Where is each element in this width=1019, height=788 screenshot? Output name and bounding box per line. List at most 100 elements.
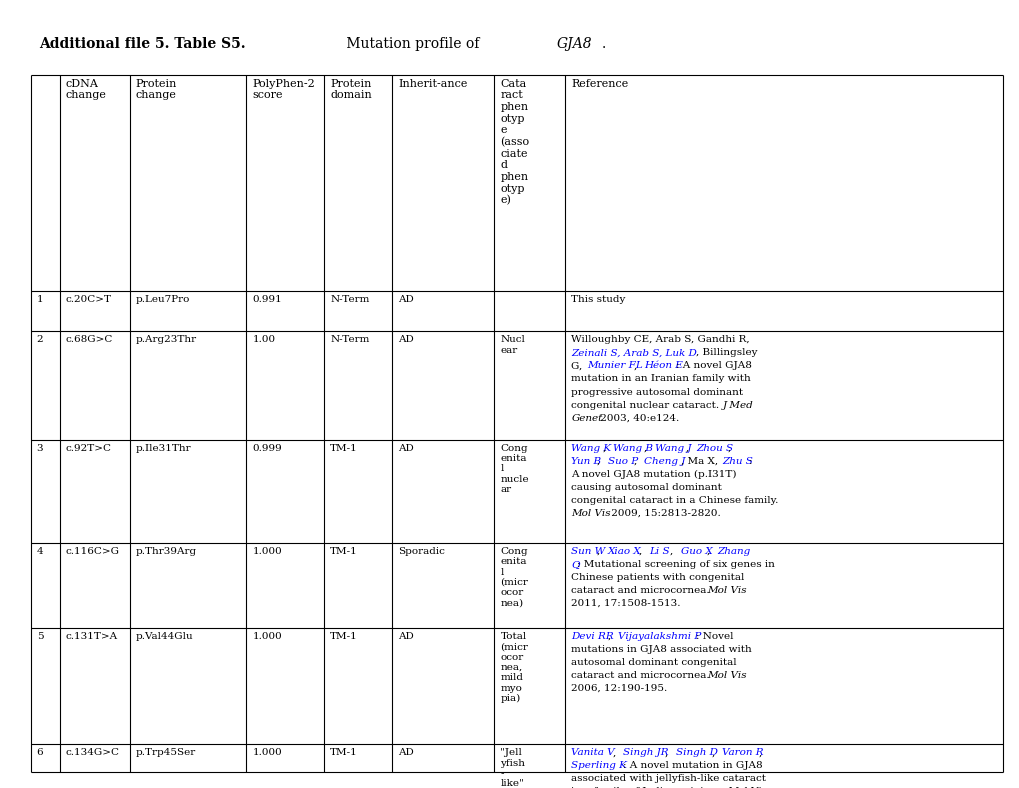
Text: p.Trp45Ser: p.Trp45Ser [136, 749, 196, 757]
Text: ,: , [727, 444, 731, 452]
Text: causing autosomal dominant: causing autosomal dominant [571, 482, 721, 492]
Text: ,: , [633, 456, 640, 466]
Text: AD: AD [398, 444, 414, 452]
Text: N-Term: N-Term [330, 336, 369, 344]
Text: c.92T>C: c.92T>C [66, 444, 112, 452]
Text: mutations in GJA8 associated with: mutations in GJA8 associated with [571, 645, 751, 654]
Text: Xiao X: Xiao X [607, 547, 641, 556]
Text: 0.991: 0.991 [253, 295, 282, 304]
Text: congenital nuclear cataract.: congenital nuclear cataract. [571, 400, 722, 410]
Text: ,: , [639, 547, 645, 556]
Text: Cong
enita
l
nucle
ar: Cong enita l nucle ar [500, 444, 529, 494]
Text: Zhang: Zhang [716, 547, 750, 556]
Text: Protein
domain: Protein domain [330, 79, 372, 100]
Text: 2011, 17:1508-1513.: 2011, 17:1508-1513. [571, 599, 681, 608]
Text: 2: 2 [37, 336, 43, 344]
Text: : A novel mutation in GJA8: : A novel mutation in GJA8 [623, 761, 762, 771]
Text: 5: 5 [37, 632, 43, 641]
Text: cDNA
change: cDNA change [66, 79, 107, 100]
Text: Wang K: Wang K [571, 444, 610, 452]
Text: p.Ile31Thr: p.Ile31Thr [136, 444, 192, 452]
Text: p.Leu7Pro: p.Leu7Pro [136, 295, 191, 304]
Text: congenital cataract in a Chinese family.: congenital cataract in a Chinese family. [571, 496, 777, 504]
Text: ,: , [669, 547, 677, 556]
Text: N-Term: N-Term [330, 295, 369, 304]
Text: c.20C>T: c.20C>T [66, 295, 112, 304]
Text: ,: , [602, 444, 608, 452]
Text: J Med: J Med [721, 400, 752, 410]
Text: Héon E: Héon E [644, 362, 683, 370]
Text: Inherit-ance: Inherit-ance [398, 79, 468, 89]
Text: 1.00: 1.00 [253, 336, 275, 344]
Text: 0.999: 0.999 [253, 444, 282, 452]
Text: 6: 6 [37, 749, 43, 757]
Text: c.68G>C: c.68G>C [66, 336, 113, 344]
Text: c.116C>G: c.116C>G [66, 547, 120, 556]
Text: Zhou S: Zhou S [696, 444, 733, 452]
Text: , Ma X,: , Ma X, [680, 456, 720, 466]
Text: AD: AD [398, 295, 414, 304]
Text: progressive autosomal dominant: progressive autosomal dominant [571, 388, 743, 396]
Text: : A novel GJA8: : A novel GJA8 [675, 362, 751, 370]
Text: Suo P: Suo P [607, 456, 638, 466]
Text: 2006, 12:190-195.: 2006, 12:190-195. [571, 684, 667, 693]
Text: associated with jellyfish-like cataract: associated with jellyfish-like cataract [571, 775, 765, 783]
Text: Guo X: Guo X [680, 547, 712, 556]
Text: Wang J: Wang J [654, 444, 691, 452]
Text: AD: AD [398, 749, 414, 757]
Text: 1.000: 1.000 [253, 749, 282, 757]
Text: G,: G, [571, 362, 585, 370]
Text: 4: 4 [37, 547, 43, 556]
Text: Varon R: Varon R [721, 749, 763, 757]
Text: p.Arg23Thr: p.Arg23Thr [136, 336, 197, 344]
Text: GJA8: GJA8 [556, 37, 592, 51]
Text: Additional file 5. Table S5.: Additional file 5. Table S5. [39, 37, 246, 51]
Text: Protein
change: Protein change [136, 79, 177, 100]
Text: A novel GJA8 mutation (p.I31T): A novel GJA8 mutation (p.I31T) [571, 470, 736, 478]
Text: Singh JR: Singh JR [623, 749, 668, 757]
Text: .: . [601, 37, 605, 51]
Text: mutation in an Iranian family with: mutation in an Iranian family with [571, 374, 750, 384]
Text: Cheng J: Cheng J [644, 456, 685, 466]
Text: Sperling K: Sperling K [571, 761, 627, 771]
Text: cataract and microcornea.: cataract and microcornea. [571, 585, 712, 595]
Text: TM-1: TM-1 [330, 749, 358, 757]
Text: Willoughby CE, Arab S, Gandhi R,: Willoughby CE, Arab S, Gandhi R, [571, 336, 749, 344]
Text: Mol Vis: Mol Vis [706, 585, 746, 595]
Text: Mutation profile of: Mutation profile of [341, 37, 483, 51]
Text: : Novel: : Novel [696, 632, 733, 641]
Text: ,: , [711, 749, 717, 757]
Text: 1.000: 1.000 [253, 632, 282, 641]
Text: Reference: Reference [571, 79, 628, 89]
Text: ,: , [597, 456, 603, 466]
Text: TM-1: TM-1 [330, 547, 358, 556]
Text: : Mutational screening of six genes in: : Mutational screening of six genes in [576, 559, 773, 569]
Text: This study: This study [571, 295, 625, 304]
Text: Mol Vis: Mol Vis [571, 508, 610, 518]
Text: ,: , [607, 632, 613, 641]
Text: ,: , [758, 749, 761, 757]
Text: Mol Vis: Mol Vis [706, 671, 746, 680]
Text: p.Thr39Arg: p.Thr39Arg [136, 547, 197, 556]
Text: Q: Q [571, 559, 579, 569]
Text: TM-1: TM-1 [330, 632, 358, 641]
Text: Sporadic: Sporadic [398, 547, 444, 556]
Text: Zeinali S, Arab S, Luk D: Zeinali S, Arab S, Luk D [571, 348, 697, 358]
Text: p.Val44Glu: p.Val44Glu [136, 632, 194, 641]
Text: autosomal dominant congenital: autosomal dominant congenital [571, 658, 737, 667]
Text: Nucl
ear: Nucl ear [500, 336, 525, 355]
Text: Vijayalakshmi P: Vijayalakshmi P [618, 632, 701, 641]
Text: Munier FL: Munier FL [586, 362, 642, 370]
Text: Chinese patients with congenital: Chinese patients with congenital [571, 573, 744, 582]
Text: , Billingsley: , Billingsley [696, 348, 757, 358]
Text: c.131T>A: c.131T>A [66, 632, 118, 641]
Text: 1.000: 1.000 [253, 547, 282, 556]
Text: Yun B: Yun B [571, 456, 601, 466]
Text: Vanita V: Vanita V [571, 749, 614, 757]
Text: c.134G>C: c.134G>C [66, 749, 120, 757]
Text: Li S: Li S [649, 547, 669, 556]
Text: Devi RR: Devi RR [571, 632, 613, 641]
Text: ,: , [612, 749, 619, 757]
Text: "Jell
yfish
-
like": "Jell yfish - like" [500, 749, 525, 788]
Text: ,: , [633, 362, 640, 370]
